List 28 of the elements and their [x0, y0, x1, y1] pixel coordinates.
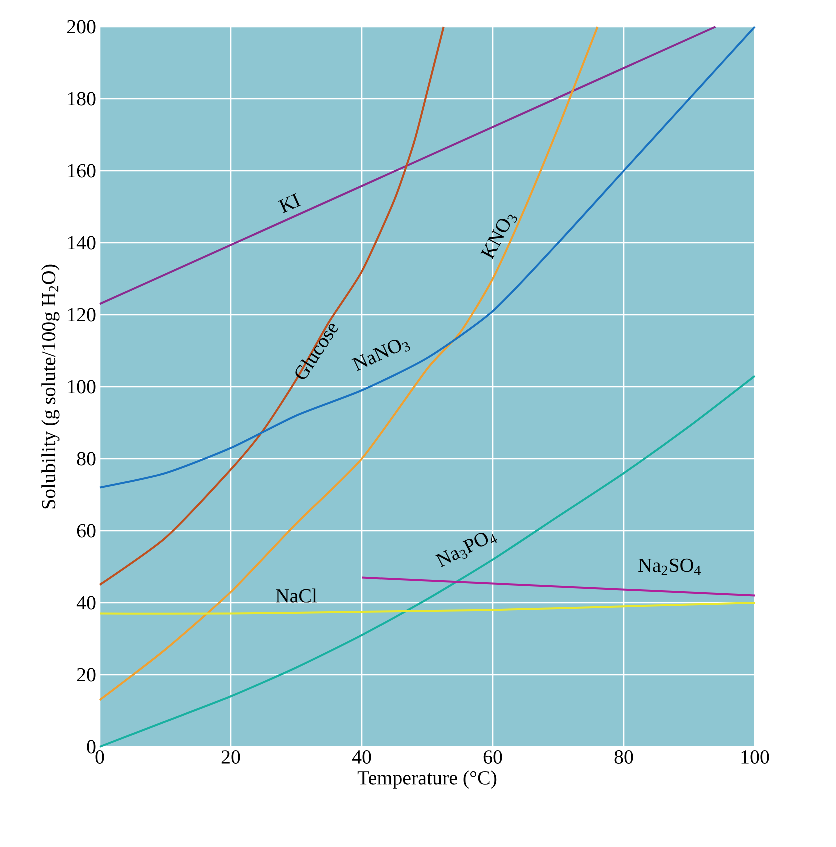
- x-tick-label: 60: [484, 750, 502, 764]
- text: KNO$_{3}$: [480, 214, 518, 260]
- y-tick-label: 40: [76, 596, 96, 610]
- y-tick-label: 140: [68, 236, 96, 250]
- y-tick-label: 120: [68, 308, 96, 322]
- x-tick-label: 40: [352, 750, 372, 764]
- text: Na$_{3}$PO$_{4}$: [435, 532, 498, 568]
- line-series: [99, 26, 756, 489]
- y-tick-label: 60: [77, 524, 96, 538]
- x-tick-label: 0: [96, 750, 104, 764]
- y-tick-label: 0: [87, 740, 96, 754]
- y-tick-label: 100: [68, 380, 96, 394]
- y-tick-label: 180: [68, 92, 96, 106]
- y-tick-label: 80: [77, 452, 96, 466]
- y-tick-label: 200: [67, 20, 96, 34]
- line-series: [99, 602, 756, 615]
- series-label: Na$_{2}$SO$_{4}$: [638, 558, 701, 576]
- y-tick-label: 20: [77, 668, 96, 682]
- y-tick-label: 160: [68, 164, 96, 178]
- text: NaNO$_{3}$: [352, 340, 410, 372]
- x-tick-label: 80: [614, 750, 634, 764]
- y-axis-title: Solubility (g solute/100g H$_{2}$O): [42, 264, 60, 509]
- x-tick-label: 100: [742, 750, 770, 764]
- x-tick-label: 20: [222, 750, 240, 764]
- line-series: [99, 26, 599, 702]
- series-label: NaCl: [276, 588, 318, 603]
- text: KI: [278, 193, 302, 214]
- x-axis-title: Temperature (°C): [358, 770, 497, 789]
